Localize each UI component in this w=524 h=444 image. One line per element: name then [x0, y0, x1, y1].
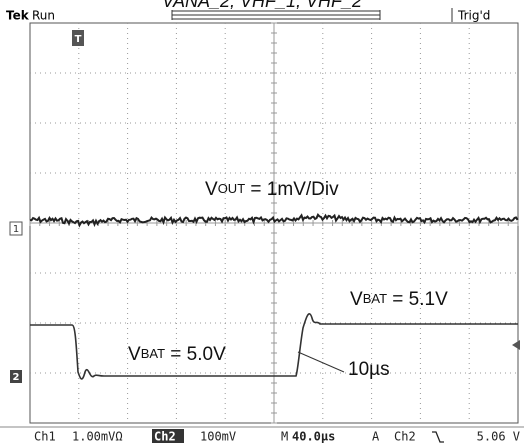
ch1-marker: [9, 221, 23, 236]
ch2-marker: [10, 370, 22, 383]
m-label: M: [281, 430, 288, 444]
title: VANA_2, VHF_1, VHF_2: [162, 0, 362, 11]
ch2-highlight: [152, 429, 184, 443]
trigger-source: Ch2: [394, 430, 416, 444]
ann-sub: OUT: [218, 181, 246, 196]
brand: Tek: [6, 9, 30, 23]
ch2-label: Ch2: [154, 430, 176, 444]
vbat-low-annotation: VBAT = 5.0V: [128, 344, 226, 365]
ann-main: V: [205, 179, 218, 200]
time-annotation: 10µs: [348, 359, 390, 380]
vout-annotation: VOUT = 1mV/Div: [205, 179, 339, 200]
a-label: A: [372, 430, 380, 444]
trigger-level: 5.06 V: [477, 430, 520, 444]
run-state: Run: [32, 9, 55, 23]
ann-main: V: [350, 289, 363, 310]
annotation-pointer: [297, 351, 345, 373]
trigger-level-marker: [512, 340, 520, 350]
ch1-marker-label: 1: [13, 224, 19, 235]
ch2-marker-label: 2: [13, 372, 20, 383]
ch1-scale: 1.00mVΩ: [72, 430, 123, 444]
slope-icon: [432, 431, 444, 443]
ann-rest: = 5.0V: [165, 344, 226, 365]
ann-rest: = 1mV/Div: [245, 179, 339, 200]
ch1-label: Ch1: [34, 430, 56, 444]
trigger-status: Trig'd: [457, 9, 490, 23]
ann-rest: = 5.1V: [387, 289, 448, 310]
vbat-high-annotation: VBAT = 5.1V: [350, 289, 448, 310]
ch1-trace: [29, 213, 519, 228]
ann-sub: BAT: [141, 346, 165, 361]
trigger-marker-label: T: [75, 34, 82, 45]
record-box: [171, 10, 381, 20]
ann-sub: BAT: [363, 291, 387, 306]
trigger-marker: [72, 30, 84, 46]
ch2-scale: 100mV: [200, 430, 236, 444]
timebase: 40.0µs: [292, 430, 335, 444]
ch2-trace: [30, 313, 518, 380]
ann-main: V: [128, 344, 141, 365]
